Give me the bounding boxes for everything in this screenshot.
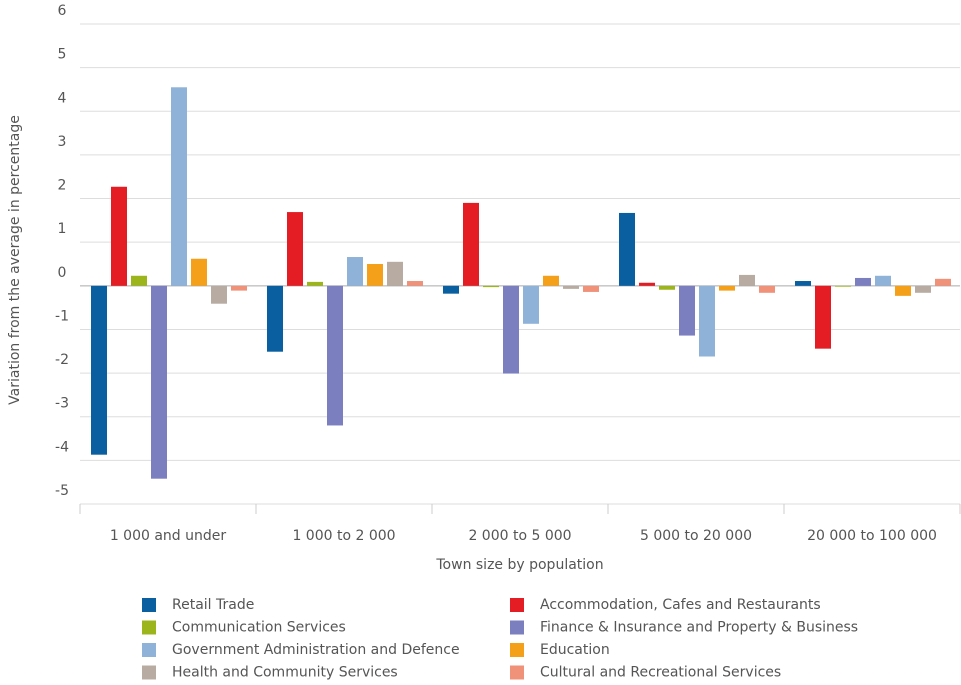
bar bbox=[443, 285, 459, 294]
legend-label: Health and Community Services bbox=[172, 665, 398, 681]
y-tick-label: 3 bbox=[58, 134, 67, 150]
bar bbox=[327, 285, 343, 426]
bar bbox=[935, 278, 951, 286]
legend-swatch bbox=[510, 665, 524, 680]
y-tick-label: 5 bbox=[58, 47, 67, 63]
bar bbox=[111, 186, 127, 286]
bar bbox=[855, 277, 871, 286]
bar bbox=[875, 275, 891, 286]
legend-label: Communication Services bbox=[172, 620, 346, 636]
bar bbox=[483, 285, 499, 288]
y-tick-label: 4 bbox=[58, 90, 67, 106]
bar bbox=[503, 285, 519, 374]
legend-swatch bbox=[510, 620, 524, 635]
legend-label: Retail Trade bbox=[172, 597, 254, 613]
bar bbox=[659, 285, 675, 290]
bar bbox=[915, 285, 931, 293]
bar bbox=[543, 275, 559, 286]
bar bbox=[347, 257, 363, 286]
x-tick-label: 1 000 to 2 000 bbox=[292, 528, 395, 544]
y-tick-label: 6 bbox=[58, 3, 67, 19]
bar bbox=[895, 285, 911, 296]
y-tick-label: -2 bbox=[55, 352, 69, 368]
y-tick-label: 2 bbox=[58, 178, 67, 194]
bar bbox=[131, 275, 147, 286]
bar bbox=[679, 285, 695, 336]
legend-label: Finance & Insurance and Property & Busin… bbox=[540, 620, 858, 636]
bar bbox=[211, 285, 227, 304]
y-tick-label: 1 bbox=[58, 221, 67, 237]
bar bbox=[287, 212, 303, 286]
y-tick-label: -5 bbox=[55, 483, 69, 499]
y-tick-label: -3 bbox=[55, 396, 69, 412]
x-tick-label: 2 000 to 5 000 bbox=[468, 528, 571, 544]
bar bbox=[151, 285, 167, 479]
bar bbox=[639, 282, 655, 286]
legend-label: Government Administration and Defence bbox=[172, 642, 460, 658]
bar bbox=[795, 281, 811, 286]
bar bbox=[759, 285, 775, 293]
x-tick-label: 1 000 and under bbox=[110, 528, 227, 544]
x-tick-label: 5 000 to 20 000 bbox=[640, 528, 752, 544]
bar bbox=[231, 285, 247, 291]
bar bbox=[407, 281, 423, 286]
bar bbox=[619, 212, 635, 286]
bar bbox=[523, 285, 539, 324]
bar bbox=[563, 285, 579, 289]
bar bbox=[307, 281, 323, 286]
x-axis-label: Town size by population bbox=[435, 557, 603, 573]
x-tick-label: 20 000 to 100 000 bbox=[807, 528, 937, 544]
y-tick-label: -4 bbox=[55, 439, 69, 455]
bar bbox=[171, 87, 187, 286]
legend-swatch bbox=[142, 620, 156, 635]
y-tick-label: 0 bbox=[58, 265, 67, 281]
bar bbox=[719, 285, 735, 291]
bar bbox=[739, 274, 755, 286]
legend-swatch bbox=[142, 665, 156, 680]
legend-label: Cultural and Recreational Services bbox=[540, 665, 781, 681]
bar bbox=[367, 264, 383, 286]
bar bbox=[699, 285, 715, 357]
bar bbox=[191, 258, 207, 286]
legend-swatch bbox=[142, 598, 156, 612]
y-axis-label: Variation from the average in percentage bbox=[7, 115, 23, 405]
bar bbox=[815, 285, 831, 349]
legend-swatch bbox=[142, 643, 156, 657]
y-tick-label: -1 bbox=[55, 308, 69, 324]
legend-swatch bbox=[510, 643, 524, 657]
bar bbox=[387, 261, 403, 286]
bar bbox=[267, 285, 283, 352]
bar bbox=[91, 285, 107, 455]
bar bbox=[583, 285, 599, 292]
legend-label: Education bbox=[540, 642, 610, 658]
bar bbox=[463, 202, 479, 286]
legend-swatch bbox=[510, 598, 524, 612]
bar bbox=[835, 285, 851, 287]
legend-label: Accommodation, Cafes and Restaurants bbox=[540, 597, 821, 613]
